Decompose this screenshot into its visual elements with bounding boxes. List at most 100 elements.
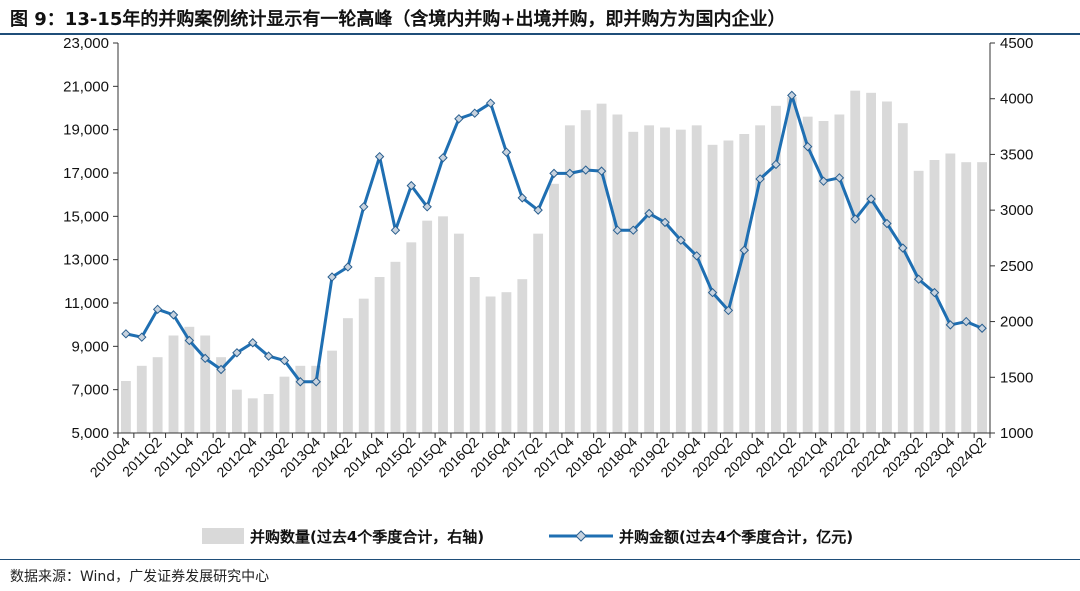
bar bbox=[216, 357, 226, 433]
left-tick-label: 21,000 bbox=[63, 78, 109, 95]
line-point bbox=[929, 287, 940, 298]
title-bar: 图 9：13-15年的并购案例统计显示有一轮高峰（含境内并购+出境并购，即并购方… bbox=[0, 0, 1080, 35]
figure-title: 图 9：13-15年的并购案例统计显示有一轮高峰（含境内并购+出境并购，即并购方… bbox=[10, 9, 786, 30]
bar bbox=[342, 318, 353, 433]
left-tick-label: 23,000 bbox=[63, 35, 109, 52]
bar-series bbox=[121, 90, 987, 434]
line-point bbox=[533, 205, 543, 215]
line-point bbox=[454, 114, 464, 124]
line-point bbox=[802, 141, 813, 152]
right-tick-label: 4000 bbox=[1000, 91, 1033, 108]
right-tick-label: 2000 bbox=[1000, 314, 1033, 331]
bar bbox=[263, 394, 274, 433]
left-tick-label: 7,000 bbox=[71, 382, 109, 399]
bar bbox=[660, 127, 670, 433]
bar bbox=[549, 183, 559, 433]
line-point bbox=[771, 159, 781, 170]
line-point bbox=[913, 274, 924, 284]
right-tick-label: 2500 bbox=[1000, 258, 1033, 275]
line-point bbox=[485, 98, 496, 108]
line-point bbox=[121, 329, 131, 339]
bar bbox=[311, 365, 322, 433]
line-point bbox=[263, 351, 274, 361]
bar bbox=[977, 162, 987, 434]
right-tick-label: 1500 bbox=[1000, 369, 1033, 386]
bar bbox=[295, 365, 306, 433]
line-point bbox=[882, 218, 892, 229]
right-tick-label: 4500 bbox=[1000, 35, 1033, 52]
line-point bbox=[311, 377, 321, 387]
bar bbox=[358, 298, 369, 433]
bar bbox=[485, 296, 496, 433]
line-point bbox=[152, 304, 163, 315]
left-tick-label: 5,000 bbox=[71, 425, 109, 442]
bar bbox=[913, 170, 924, 433]
line-point bbox=[470, 108, 480, 118]
combo-chart: 5,000 7,000 9,000 11,000 13,000 15,000 17,000 1… bbox=[63, 35, 1033, 546]
line-point bbox=[216, 364, 226, 375]
bar bbox=[882, 101, 892, 433]
bar bbox=[390, 261, 401, 433]
line-point bbox=[168, 310, 179, 320]
left-tick-label: 13,000 bbox=[63, 252, 109, 269]
line-point bbox=[707, 287, 718, 298]
line-point bbox=[549, 168, 559, 179]
line-point bbox=[279, 355, 290, 366]
line-point bbox=[343, 262, 353, 272]
line-point bbox=[374, 151, 385, 162]
line-point bbox=[327, 272, 337, 282]
line-point bbox=[787, 90, 797, 101]
line-point bbox=[200, 353, 210, 364]
bar bbox=[406, 242, 417, 433]
left-tick-label: 17,000 bbox=[63, 165, 109, 182]
line-point bbox=[898, 243, 908, 253]
line-point bbox=[438, 153, 448, 163]
bar bbox=[231, 389, 242, 433]
bar bbox=[850, 90, 861, 434]
bar bbox=[771, 105, 781, 433]
left-tick-label: 11,000 bbox=[64, 295, 109, 312]
bar bbox=[564, 125, 575, 433]
bar bbox=[453, 233, 464, 433]
bar bbox=[675, 129, 686, 434]
line-point bbox=[866, 194, 876, 204]
line-point bbox=[501, 147, 512, 157]
bar bbox=[374, 277, 385, 433]
line-point bbox=[184, 335, 195, 346]
bar bbox=[612, 114, 623, 433]
bar bbox=[136, 365, 147, 433]
bar bbox=[184, 326, 195, 433]
left-tick-label: 15,000 bbox=[63, 208, 109, 225]
line-point bbox=[390, 225, 401, 235]
footer-divider bbox=[0, 559, 1080, 560]
legend: 并购数量(过去4个季度合计，右轴) 并购金额(过去4个季度合计，亿元) bbox=[202, 528, 853, 546]
line-point bbox=[565, 168, 575, 179]
line-point bbox=[723, 305, 734, 316]
bar bbox=[422, 220, 433, 433]
bar bbox=[327, 350, 337, 433]
legend-swatch-marker bbox=[575, 530, 587, 542]
line-point bbox=[581, 165, 591, 175]
line-point bbox=[596, 166, 607, 176]
legend-swatch-bars bbox=[202, 528, 244, 544]
line-markers bbox=[121, 90, 987, 387]
bar bbox=[723, 140, 734, 433]
bar bbox=[438, 216, 448, 433]
legend-label-line: 并购金额(过去4个季度合计，亿元) bbox=[619, 528, 853, 546]
bar bbox=[945, 153, 956, 433]
bar bbox=[834, 114, 845, 433]
bar bbox=[628, 131, 639, 433]
bar bbox=[596, 103, 607, 434]
line-point bbox=[676, 235, 686, 245]
right-tick-label: 3000 bbox=[1000, 202, 1033, 219]
bar bbox=[786, 97, 797, 434]
line-point bbox=[248, 338, 258, 348]
line-point bbox=[945, 320, 956, 330]
line-point bbox=[137, 332, 147, 342]
bar bbox=[897, 123, 908, 434]
bar bbox=[533, 233, 544, 433]
line-point bbox=[644, 208, 654, 219]
bar bbox=[818, 121, 829, 433]
bar bbox=[691, 125, 702, 433]
bar bbox=[755, 125, 766, 433]
